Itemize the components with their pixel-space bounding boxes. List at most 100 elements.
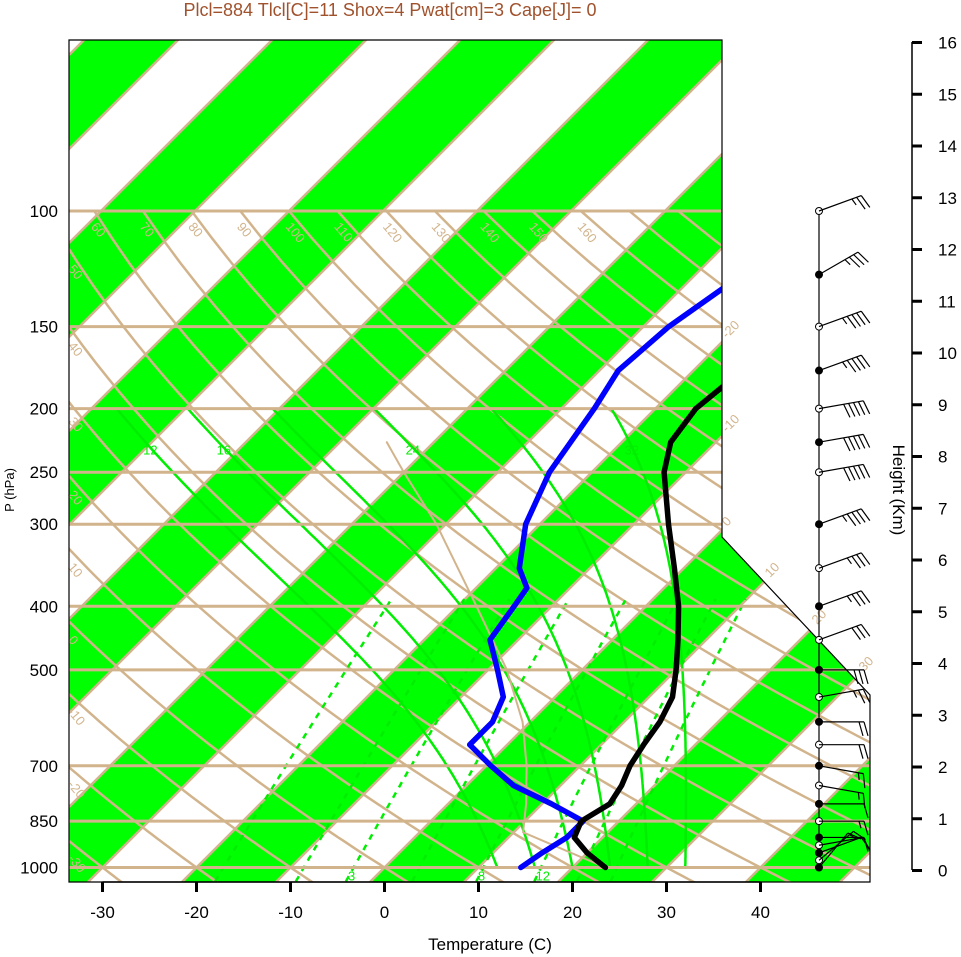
isotherm-line — [69, 40, 372, 882]
dry-adiabat-line — [190, 210, 870, 882]
height-tick-label: 1 — [938, 810, 947, 829]
dry-adiabat-line — [69, 210, 794, 882]
height-axis-title: Height (Km) — [889, 445, 908, 536]
temperature-band — [553, 40, 870, 882]
moist-adiabat-line — [115, 407, 499, 868]
wind-barb — [815, 433, 871, 452]
x-axis-title: Temperature (C) — [428, 935, 552, 954]
dry-adiabat-line — [69, 210, 221, 882]
height-tick-label: 13 — [938, 189, 957, 208]
moist-adiabat-label: 12 — [143, 442, 157, 457]
wind-barb — [815, 590, 871, 611]
dry-adiabat-line — [336, 210, 870, 882]
dry-adiabat-line — [69, 210, 508, 882]
parcel-line — [385, 441, 607, 869]
isotherm-line — [646, 40, 870, 882]
pressure-tick-label: 500 — [30, 661, 58, 680]
x-tick-label: 0 — [380, 903, 389, 922]
x-tick-label: -30 — [90, 903, 115, 922]
dry-adiabat-line — [0, 211, 29, 884]
isotherm-line — [69, 40, 278, 882]
height-tick-label: 3 — [938, 706, 947, 725]
isotherm-line — [270, 40, 870, 882]
mixing-ratio-line — [475, 598, 628, 882]
height-tick-label: 0 — [938, 862, 947, 881]
moist-adiabat-line — [610, 407, 688, 868]
height-tick-label: 9 — [938, 396, 947, 415]
x-tick-label: 10 — [469, 903, 488, 922]
isotherm-line — [69, 40, 654, 882]
height-tick-label: 7 — [938, 499, 947, 518]
wind-barb — [815, 400, 871, 418]
isotherm-label: 10 — [762, 559, 783, 580]
dry-adiabat-line — [69, 210, 699, 882]
wind-barb — [815, 623, 871, 644]
pressure-tick-label: 300 — [30, 515, 58, 534]
dry-adiabat-label: 120 — [380, 219, 405, 245]
isotherm-line — [69, 40, 748, 882]
temperature-band — [69, 40, 870, 882]
wind-barb — [815, 463, 871, 482]
height-tick-label: 12 — [938, 241, 957, 260]
height-tick-label: 4 — [938, 655, 947, 674]
x-tick-label: 30 — [657, 903, 676, 922]
x-tick-label: -10 — [278, 903, 303, 922]
temperature-band — [69, 40, 371, 882]
wind-barb — [815, 688, 871, 704]
wind-barb — [815, 717, 869, 737]
temperature-band — [69, 40, 747, 882]
temperature-band — [177, 40, 870, 882]
wind-barb — [815, 552, 871, 573]
isotherm-line — [69, 40, 842, 882]
isotherm-label: 30 — [856, 653, 877, 674]
dry-adiabat-line — [69, 210, 412, 882]
temperature-band — [69, 40, 559, 882]
pressure-tick-label: 200 — [30, 400, 58, 419]
wind-barb — [815, 740, 869, 759]
dry-adiabat-line — [141, 210, 870, 882]
isotherm-line — [552, 40, 870, 882]
chart-title: Plcl=884 Tlcl[C]=11 Shox=4 Pwat[cm]=3 Ca… — [183, 0, 597, 20]
wind-barb — [815, 508, 871, 529]
mixing-ratio-line — [214, 598, 393, 882]
wind-barb — [815, 195, 871, 215]
wind-barb — [815, 665, 869, 685]
pressure-tick-label: 850 — [30, 812, 58, 831]
wind-barb — [815, 781, 866, 808]
plot-border — [68, 39, 871, 883]
x-tick-label: -20 — [184, 903, 209, 922]
moist-adiabat-line — [186, 407, 537, 868]
x-tick-label: 40 — [751, 903, 770, 922]
height-tick-label: 15 — [938, 85, 957, 104]
dry-adiabat-label: 40 — [65, 339, 86, 360]
height-tick-label: 5 — [938, 603, 947, 622]
height-tick-label: 10 — [938, 344, 957, 363]
moist-adiabat-label: 24 — [406, 442, 420, 457]
height-tick-label: 14 — [938, 137, 957, 156]
isotherm-line — [69, 40, 466, 882]
mixing-ratio-label: 12 — [536, 868, 550, 883]
height-tick-label: 2 — [938, 758, 947, 777]
height-tick-label: 16 — [938, 34, 957, 53]
pressure-tick-label: 1000 — [20, 859, 58, 878]
wind-barb — [815, 830, 866, 865]
pressure-tick-label: 400 — [30, 597, 58, 616]
moist-adiabat-line — [271, 407, 574, 868]
dry-adiabat-line — [69, 210, 317, 882]
height-tick-label: 11 — [938, 292, 956, 311]
dry-adiabat-line — [385, 210, 870, 882]
plot-area — [0, 40, 870, 884]
dry-adiabat-label: 80 — [185, 219, 206, 240]
wind-barb — [815, 817, 869, 836]
wind-barb — [815, 310, 871, 331]
isotherm-line — [69, 40, 560, 882]
wind-barb — [815, 761, 866, 789]
mixing-ratio-label: 3 — [348, 868, 355, 883]
pressure-tick-label: 150 — [30, 318, 58, 337]
pressure-tick-label: 250 — [30, 463, 58, 482]
dry-adiabat-line — [69, 210, 870, 882]
moist-adiabat-line — [373, 407, 612, 868]
mixing-ratio-label: 8 — [478, 868, 485, 883]
moist-adiabat-label: 32 — [625, 442, 639, 457]
